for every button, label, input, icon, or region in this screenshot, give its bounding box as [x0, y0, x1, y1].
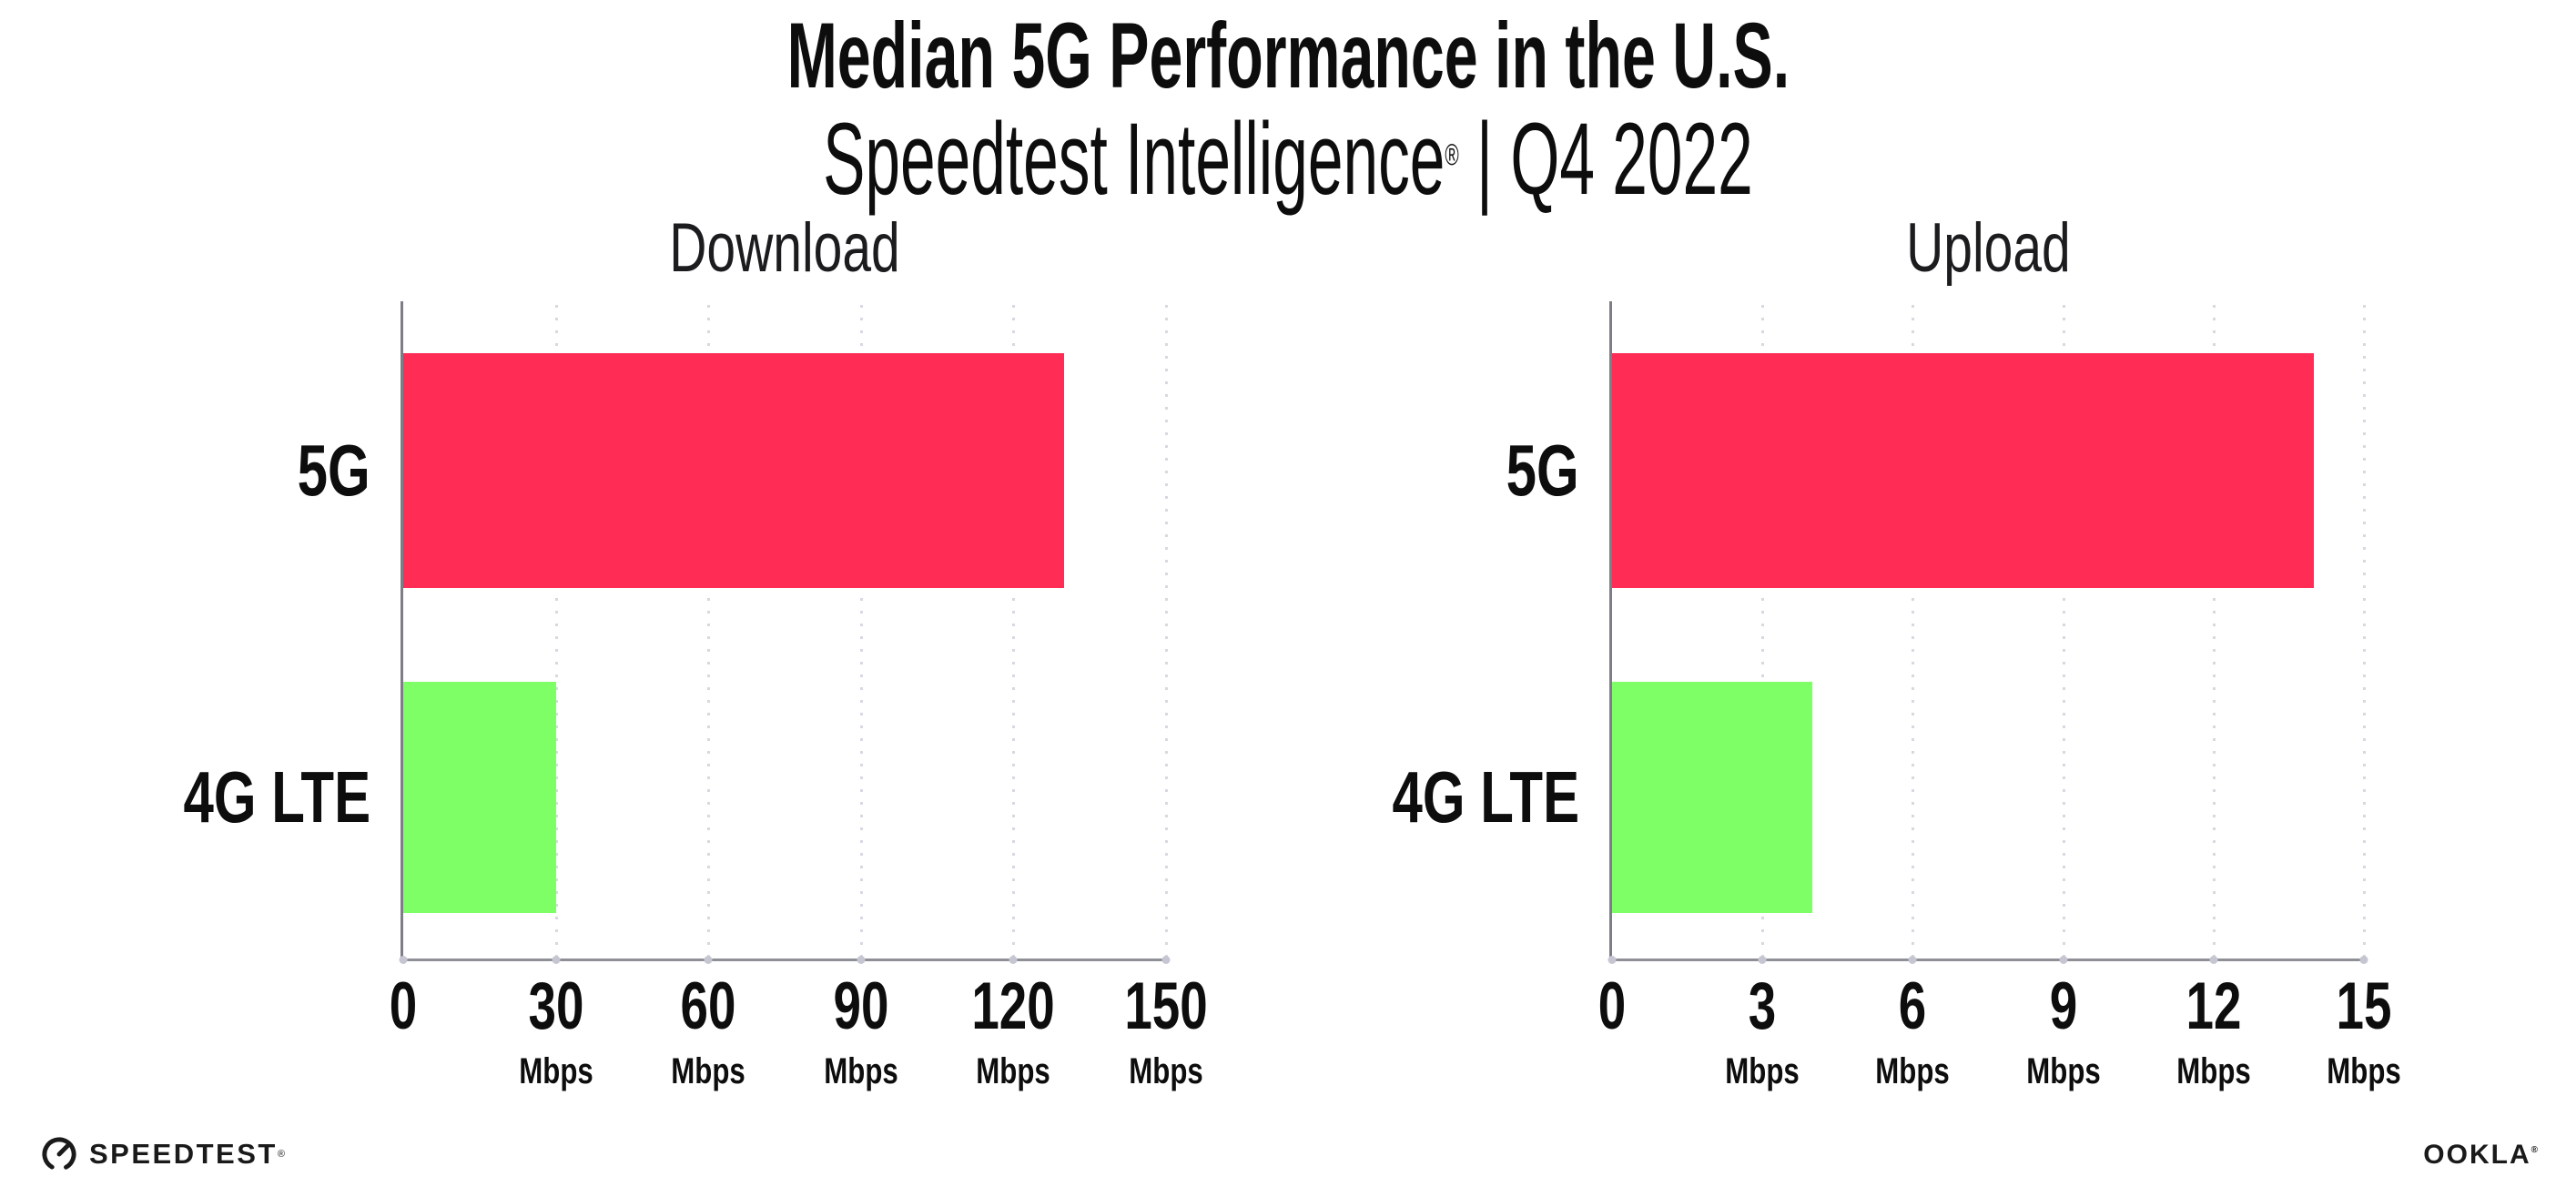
page-title: Median 5G Performance in the U.S. [786, 4, 1790, 107]
ookla-logo-text: OOKLA [2423, 1140, 2531, 1170]
category-label-5g: 5G [297, 430, 370, 511]
x-tick-label: 120 [971, 969, 1056, 1043]
download-chart-title: Download [669, 209, 900, 287]
speedtest-registered-mark: ® [277, 1149, 285, 1160]
gridline [1761, 305, 1765, 959]
subtitle-brand: Speedtest Intelligence [823, 102, 1445, 216]
x-tick-unit-label: Mbps [1875, 1051, 1951, 1091]
gridline [1912, 305, 1915, 959]
x-tick-unit-label: Mbps [824, 1051, 898, 1091]
registered-mark: ® [1445, 138, 1459, 173]
gridline [2212, 305, 2216, 959]
axis-tick-dot [2059, 956, 2068, 964]
axis-tick-dot [857, 956, 866, 964]
x-tick-unit-label: Mbps [2327, 1051, 2401, 1091]
x-tick-label: 12 [2186, 969, 2242, 1043]
bar-5g [1612, 353, 2314, 588]
x-axis-line [1609, 959, 2365, 961]
gridline [554, 305, 558, 959]
speedtest-gauge-icon [42, 1137, 76, 1172]
upload-chart-title: Upload [1905, 209, 2071, 287]
x-tick-unit-label: Mbps [1129, 1051, 1203, 1091]
gridline [2363, 305, 2366, 959]
axis-tick-dot [2359, 956, 2368, 964]
x-tick-label: 0 [389, 969, 418, 1043]
y-axis-line [1609, 301, 1612, 961]
ookla-logo: OOKLA® [2423, 1140, 2540, 1171]
x-tick-unit-label: Mbps [2025, 1051, 2101, 1091]
axis-tick-dot [1009, 956, 1018, 964]
category-label-4g-lte: 4G LTE [1392, 756, 1579, 837]
x-tick-label: 60 [680, 969, 736, 1043]
gridline [1012, 305, 1016, 959]
axis-tick-dot [1607, 956, 1617, 964]
download-chart: Download 0 30 Mbps 60 Mbps 90 Mbps 120 Mbps 150 Mb… [183, 214, 1207, 1090]
category-label-4g-lte: 4G LTE [183, 756, 370, 837]
page-subtitle: Speedtest Intelligence® | Q4 2022 [0, 106, 2576, 213]
gridline [1165, 305, 1168, 959]
x-tick-label: 6 [1899, 969, 1927, 1043]
speedtest-logo-text: SPEEDTEST [89, 1138, 278, 1170]
axis-tick-dot [552, 956, 561, 964]
axis-tick-dot [399, 956, 408, 964]
x-tick-label: 30 [528, 969, 584, 1043]
gridline [707, 305, 711, 959]
x-tick-unit-label: Mbps [976, 1051, 1051, 1091]
x-tick-unit-label: Mbps [518, 1051, 593, 1091]
axis-tick-dot [1758, 956, 1767, 964]
x-tick-label: 90 [833, 969, 889, 1043]
axis-tick-dot [1908, 956, 1917, 964]
x-tick-label: 9 [2049, 969, 2077, 1043]
ookla-registered-mark: ® [2530, 1145, 2540, 1155]
speedtest-logo: SPEEDTEST ® [40, 1132, 285, 1176]
axis-tick-dot [704, 956, 713, 964]
x-tick-label: 150 [1124, 969, 1208, 1043]
x-tick-unit-label: Mbps [2176, 1051, 2251, 1091]
x-axis-line [401, 959, 1167, 961]
bar-4g-lte [403, 682, 556, 913]
axis-tick-dot [2209, 956, 2218, 964]
x-tick-label: 0 [1597, 969, 1627, 1043]
x-tick-unit-label: Mbps [1725, 1051, 1800, 1091]
subtitle-period: | Q4 2022 [1458, 102, 1753, 216]
gridline [859, 305, 863, 959]
bar-5g [403, 353, 1065, 588]
x-tick-label: 3 [1748, 969, 1777, 1043]
upload-chart: Upload 0 3 Mbps 6 Mbps 9 Mbps 12 Mbps 15 Mbps 5G 4G … [1392, 214, 2400, 1090]
gridline [2062, 305, 2065, 959]
x-tick-label: 15 [2336, 969, 2392, 1043]
bar-4g-lte [1612, 682, 1813, 913]
y-axis-line [401, 301, 403, 961]
category-label-5g: 5G [1506, 430, 1579, 511]
axis-tick-dot [1161, 956, 1171, 964]
x-tick-unit-label: Mbps [671, 1051, 745, 1091]
